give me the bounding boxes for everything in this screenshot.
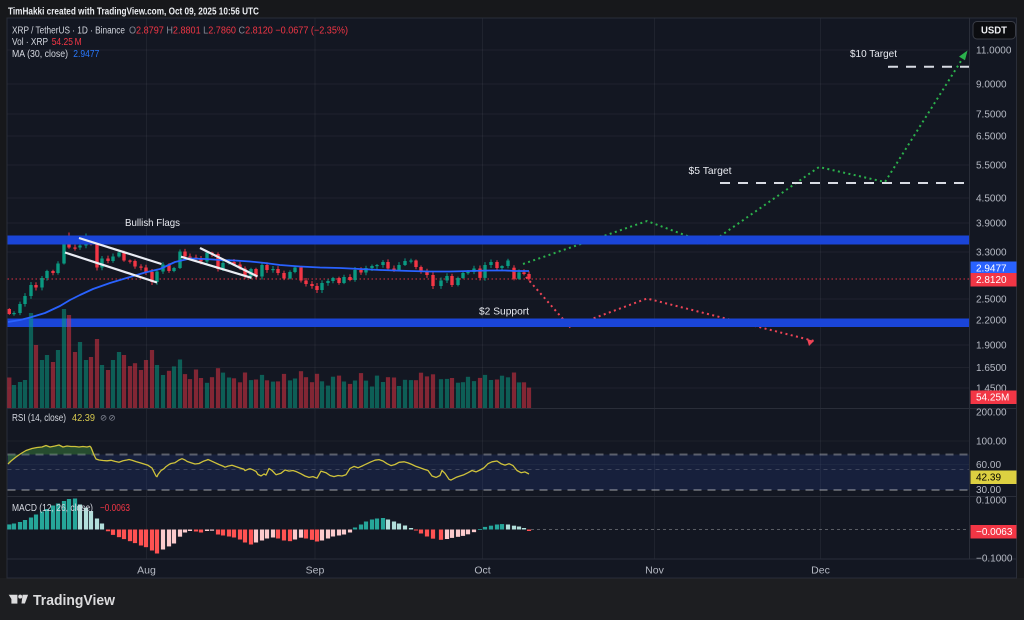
svg-text:54.25M: 54.25M	[976, 393, 1009, 404]
svg-text:$10 Target: $10 Target	[850, 48, 897, 60]
svg-text:5.5000: 5.5000	[976, 161, 1007, 172]
svg-text:MACD (12, 26, close): MACD (12, 26, close)	[12, 503, 93, 514]
svg-text:XRP / TetherUS · 1D · Binance: XRP / TetherUS · 1D · Binance	[12, 26, 125, 37]
svg-text:⊘: ⊘	[109, 413, 116, 423]
svg-text:TimHakki created with TradingV: TimHakki created with TradingView.com, O…	[8, 6, 259, 18]
svg-text:Aug: Aug	[137, 565, 156, 577]
svg-text:TradingView: TradingView	[33, 593, 116, 609]
svg-text:54.25 M: 54.25 M	[52, 37, 82, 48]
svg-text:3.3000: 3.3000	[976, 248, 1007, 259]
svg-text:Oct: Oct	[474, 565, 490, 577]
svg-text:RSI (14, close): RSI (14, close)	[12, 413, 66, 424]
svg-text:2.8120: 2.8120	[976, 275, 1007, 286]
svg-text:1.6500: 1.6500	[976, 363, 1007, 374]
svg-text:4.5000: 4.5000	[976, 194, 1007, 205]
svg-text:1.9000: 1.9000	[976, 341, 1007, 352]
svg-text:⊘: ⊘	[100, 413, 107, 423]
svg-text:9.0000: 9.0000	[976, 80, 1007, 91]
svg-text:100.00: 100.00	[976, 437, 1007, 448]
svg-text:2.5000: 2.5000	[976, 295, 1007, 306]
svg-text:42.39: 42.39	[976, 473, 1001, 484]
svg-text:O2.8797 H2.8801 L2.7860 C2.812: O2.8797 H2.8801 L2.7860 C2.8120 −0.0677 …	[129, 26, 348, 37]
svg-text:11.0000: 11.0000	[976, 46, 1012, 57]
svg-text:42.39: 42.39	[72, 413, 95, 424]
svg-text:2.9477: 2.9477	[73, 49, 99, 60]
svg-text:200.00: 200.00	[976, 408, 1007, 419]
svg-text:30.00: 30.00	[976, 485, 1001, 496]
svg-text:Vol · XRP: Vol · XRP	[12, 37, 48, 48]
svg-text:3.9000: 3.9000	[976, 219, 1007, 230]
svg-text:1.4500: 1.4500	[976, 384, 1007, 395]
svg-text:7.5000: 7.5000	[976, 110, 1007, 121]
svg-text:Bullish Flags: Bullish Flags	[125, 217, 180, 229]
svg-text:6.5000: 6.5000	[976, 132, 1007, 143]
svg-text:Nov: Nov	[645, 565, 664, 577]
svg-text:$5 Target: $5 Target	[689, 165, 732, 177]
svg-text:0.1000: 0.1000	[976, 496, 1007, 507]
svg-text:$2 Support: $2 Support	[479, 306, 529, 318]
svg-text:−0.1000: −0.1000	[976, 554, 1013, 565]
svg-text:−0.0063: −0.0063	[976, 527, 1013, 538]
svg-text:−0.0063: −0.0063	[100, 503, 130, 514]
svg-text:2.9477: 2.9477	[976, 264, 1007, 275]
svg-text:60.00: 60.00	[976, 460, 1001, 471]
svg-text:Dec: Dec	[811, 565, 830, 577]
svg-text:MA (30, close): MA (30, close)	[12, 49, 68, 60]
svg-text:Sep: Sep	[306, 565, 325, 577]
svg-text:USDT: USDT	[981, 26, 1007, 37]
svg-text:2.2000: 2.2000	[976, 316, 1007, 327]
